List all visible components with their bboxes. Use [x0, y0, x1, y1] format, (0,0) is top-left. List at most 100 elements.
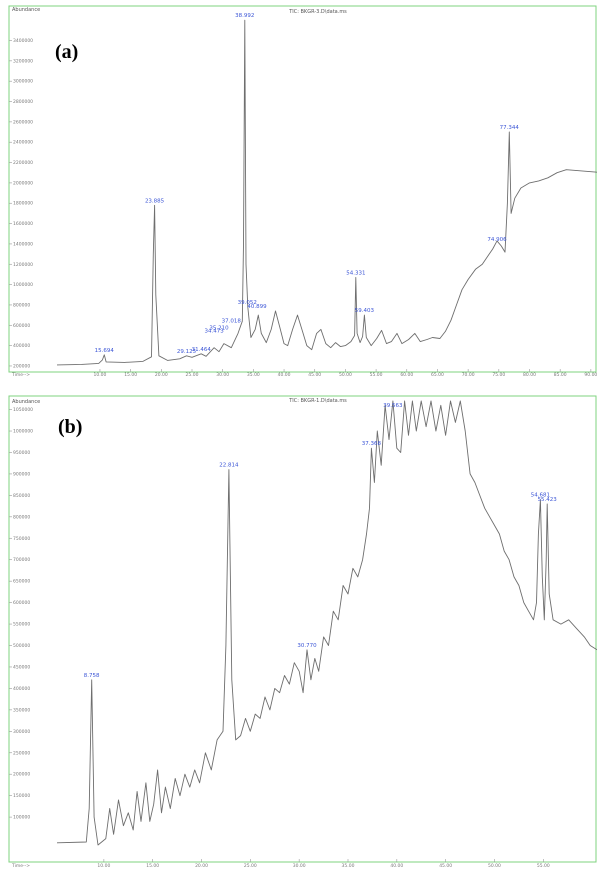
y-tick-label: 3000000 [13, 79, 33, 85]
peak-label: 22.814 [219, 463, 239, 469]
peak-label: 31.464 [192, 347, 212, 353]
y-tick-label: 1600000 [13, 221, 33, 227]
x-tick-label: 40.00 [390, 863, 403, 869]
x-tick-label: 35.00 [247, 372, 260, 378]
y-tick-label: 150000 [13, 793, 30, 799]
x-tick-label: 85.00 [554, 372, 567, 378]
peak-label: 35.210 [209, 325, 229, 331]
x-tick-label: 75.00 [492, 372, 505, 378]
y-tick-label: 350000 [13, 707, 30, 713]
y-tick-label: 550000 [13, 622, 30, 628]
x-tick-label: 15.00 [146, 863, 159, 869]
y-tick-label: 400000 [13, 343, 30, 349]
peak-label: 77.344 [500, 125, 520, 131]
x-tick-label: 45.00 [308, 372, 321, 378]
y-tick-label: 1050000 [13, 407, 33, 413]
y-tick-label: 100000 [13, 815, 30, 821]
x-tick-label: 90.00 [584, 372, 597, 378]
peak-label: 30.770 [297, 643, 317, 649]
chromatogram-panel-a: Abundance TIC: BKGR-3.D\data.ms Time--> 340… [8, 5, 597, 378]
x-tick-label: 25.00 [186, 372, 199, 378]
y-tick-label: 1000000 [13, 282, 33, 288]
x-tick-label: 15.00 [124, 372, 137, 378]
y-tick-label: 1000000 [13, 429, 33, 435]
plot-frame [8, 395, 597, 863]
peak-label: 23.885 [145, 198, 165, 204]
y-tick-label: 600000 [13, 600, 30, 606]
y-tick-label: 900000 [13, 471, 30, 477]
y-tick-label: 3200000 [13, 58, 33, 64]
peak-label: 39.052 [238, 300, 257, 306]
peak-label: 8.758 [84, 673, 100, 679]
chart-title: TIC: BKGR-1.D\data.ms [288, 398, 347, 404]
peak-label: 29.125 [177, 349, 197, 355]
chart-title: TIC: BKGR-3.D\data.ms [288, 9, 347, 15]
x-tick-label: 40.00 [278, 372, 291, 378]
peak-label: 40.899 [247, 304, 267, 310]
x-tick-label: 35.00 [342, 863, 355, 869]
y-tick-label: 1200000 [13, 262, 33, 268]
y-tick-label: 2600000 [13, 119, 33, 125]
y-tick-label: 950000 [13, 450, 30, 456]
x-tick-label: 10.00 [94, 372, 107, 378]
x-tick-label: 60.00 [400, 372, 413, 378]
x-tick-label: 50.00 [488, 863, 501, 869]
y-tick-label: 450000 [13, 664, 30, 670]
x-tick-label: 20.00 [155, 372, 168, 378]
x-tick-label: 30.00 [216, 372, 229, 378]
x-tick-label: 55.00 [370, 372, 383, 378]
x-axis-label: Time--> [11, 863, 30, 869]
x-tick-label: 10.00 [97, 863, 110, 869]
x-tick-label: 65.00 [431, 372, 444, 378]
y-tick-label: 750000 [13, 536, 30, 542]
chromatogram-panel-b: Abundance TIC: BKGR-1.D\data.ms Time--> 105… [8, 395, 597, 869]
x-tick-label: 50.00 [339, 372, 352, 378]
y-tick-label: 600000 [13, 323, 30, 329]
y-tick-label: 1800000 [13, 201, 33, 207]
peak-label: 55.423 [538, 497, 558, 503]
y-tick-label: 300000 [13, 729, 30, 735]
peak-label: 15.694 [95, 348, 115, 354]
peak-label: 34.473 [204, 328, 224, 334]
panel-label: (a) [55, 41, 78, 63]
y-tick-label: 850000 [13, 493, 30, 499]
peak-label: 74.906 [487, 237, 507, 243]
peak-label: 39.563 [383, 403, 403, 409]
y-tick-label: 2400000 [13, 140, 33, 146]
y-tick-label: 2000000 [13, 180, 33, 186]
x-tick-label: 30.00 [293, 863, 306, 869]
y-tick-label: 2200000 [13, 160, 33, 166]
y-tick-label: 200000 [13, 772, 30, 778]
y-tick-label: 2800000 [13, 99, 33, 105]
y-tick-label: 1400000 [13, 241, 33, 247]
y-tick-label: 800000 [13, 514, 30, 520]
panel-label: (b) [58, 416, 82, 438]
tic-trace [56, 19, 597, 366]
x-tick-label: 55.00 [537, 863, 550, 869]
y-axis-label: Abundance [12, 7, 40, 13]
peak-label: 38.992 [235, 13, 254, 19]
plot-frame [8, 5, 597, 373]
x-tick-label: 45.00 [439, 863, 452, 869]
x-tick-label: 80.00 [523, 372, 536, 378]
x-tick-label: 25.00 [244, 863, 257, 869]
y-tick-label: 3400000 [13, 38, 33, 44]
y-tick-label: 700000 [13, 557, 30, 563]
tic-trace [56, 400, 597, 846]
peak-label: 59.403 [355, 308, 375, 314]
y-tick-label: 200000 [13, 363, 30, 369]
y-tick-label: 400000 [13, 686, 30, 692]
x-tick-label: 20.00 [195, 863, 208, 869]
peak-label: 54.681 [531, 493, 550, 499]
y-tick-label: 500000 [13, 643, 30, 649]
y-tick-label: 800000 [13, 302, 30, 308]
y-tick-label: 250000 [13, 750, 30, 756]
y-axis-label: Abundance [12, 399, 40, 405]
y-tick-label: 650000 [13, 579, 30, 585]
peak-label: 54.331 [346, 270, 365, 276]
x-tick-label: 70.00 [462, 372, 475, 378]
peak-label: 37.368 [362, 441, 382, 447]
x-axis-label: Time--> [11, 372, 30, 378]
peak-label: 37.018 [222, 318, 242, 324]
